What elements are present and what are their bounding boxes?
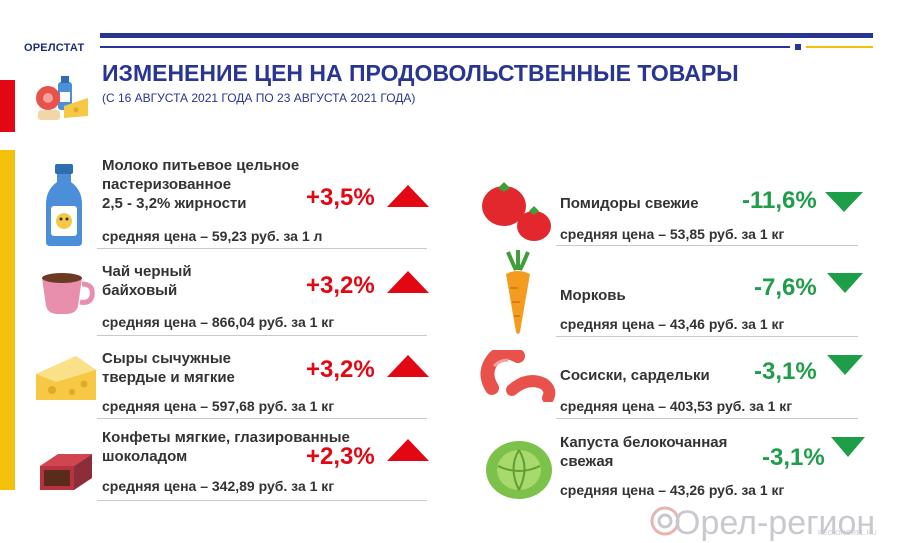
row-divider bbox=[97, 248, 427, 249]
down-arrow-icon bbox=[831, 437, 865, 457]
price-change-tomatoes: -11,6% bbox=[742, 187, 817, 214]
avg-price-tomatoes: средняя цена – 53,85 руб. за 1 кг bbox=[560, 226, 785, 242]
product-name-tea: Чай черный байховый bbox=[102, 263, 192, 299]
avg-price-cheese: средняя цена – 597,68 руб. за 1 кг bbox=[102, 398, 335, 414]
price-change-carrot: -7,6% bbox=[754, 274, 817, 301]
header-rule-marker bbox=[795, 44, 801, 50]
product-name-milk: Молоко питьевое цельное пастеризованное 2,… bbox=[102, 157, 300, 212]
avg-price-milk: средняя цена – 59,23 руб. за 1 л bbox=[102, 228, 323, 244]
avg-price-sausages: средняя цена – 403,53 руб. за 1 кг bbox=[560, 398, 793, 414]
down-arrow-icon bbox=[825, 192, 863, 212]
product-name-carrot: Морковь bbox=[560, 287, 626, 304]
row-divider bbox=[556, 418, 858, 419]
up-arrow-icon bbox=[387, 355, 429, 377]
up-arrow-icon bbox=[387, 271, 429, 293]
tea-cup-icon bbox=[42, 273, 95, 314]
price-change-cheese: +3,2% bbox=[306, 356, 375, 383]
price-change-tea: +3,2% bbox=[306, 272, 375, 299]
avg-price-cabbage: средняя цена – 43,26 руб. за 1 кг bbox=[560, 482, 785, 498]
header-rule bbox=[100, 46, 790, 48]
groceries-icon bbox=[36, 76, 88, 120]
candy-icon bbox=[40, 454, 92, 490]
row-divider bbox=[97, 335, 427, 336]
avg-price-candy: средняя цена – 342,89 руб. за 1 кг bbox=[102, 478, 335, 494]
row-divider bbox=[556, 336, 858, 337]
tomato-icon bbox=[482, 182, 551, 241]
watermark-text: Орел-регион bbox=[674, 504, 876, 542]
product-name-tomatoes: Помидоры свежие bbox=[560, 195, 699, 212]
cabbage-icon bbox=[486, 441, 552, 499]
product-name-cheese: Сыры сычужные твердые и мягкие bbox=[102, 350, 235, 386]
page-subtitle: (С 16 АВГУСТА 2021 ГОДА ПО 23 АВГУСТА 20… bbox=[102, 91, 416, 105]
carrot-icon bbox=[506, 250, 530, 334]
avg-price-carrot: средняя цена – 43,46 руб. за 1 кг bbox=[560, 316, 785, 332]
price-change-cabbage: -3,1% bbox=[762, 444, 825, 471]
row-divider bbox=[97, 500, 427, 501]
header-rule-accent bbox=[806, 46, 873, 48]
up-arrow-icon bbox=[387, 439, 429, 461]
down-arrow-icon bbox=[827, 273, 863, 293]
watermark-logo-icon bbox=[650, 506, 680, 536]
page-title: ИЗМЕНЕНИЕ ЦЕН НА ПРОДОВОЛЬСТВЕННЫЕ ТОВАР… bbox=[102, 60, 739, 86]
product-name-candy: Конфеты мягкие, глазированные шоколадом bbox=[102, 429, 350, 465]
price-change-candy: +2,3% bbox=[306, 443, 375, 470]
top-rule bbox=[100, 33, 873, 38]
left-red-accent bbox=[0, 80, 15, 132]
price-change-milk: +3,5% bbox=[306, 184, 375, 211]
sausage-icon bbox=[480, 350, 556, 402]
up-arrow-icon bbox=[387, 185, 429, 207]
down-arrow-icon bbox=[827, 355, 863, 375]
product-name-sausages: Сосиски, сардельки bbox=[560, 367, 710, 384]
product-name-cabbage: Капуста белокочанная свежая bbox=[560, 434, 728, 470]
left-yellow-accent bbox=[0, 150, 15, 490]
price-change-sausages: -3,1% bbox=[754, 358, 817, 385]
cheese-icon bbox=[36, 356, 96, 400]
org-label: ОРЕЛСТАТ bbox=[24, 42, 85, 54]
watermark-subtext: REGIONOREL.RU bbox=[818, 530, 877, 537]
avg-price-tea: средняя цена – 866,04 руб. за 1 кг bbox=[102, 314, 335, 330]
milk-bottle-icon bbox=[46, 164, 82, 246]
row-divider bbox=[97, 418, 427, 419]
row-divider bbox=[556, 245, 858, 246]
